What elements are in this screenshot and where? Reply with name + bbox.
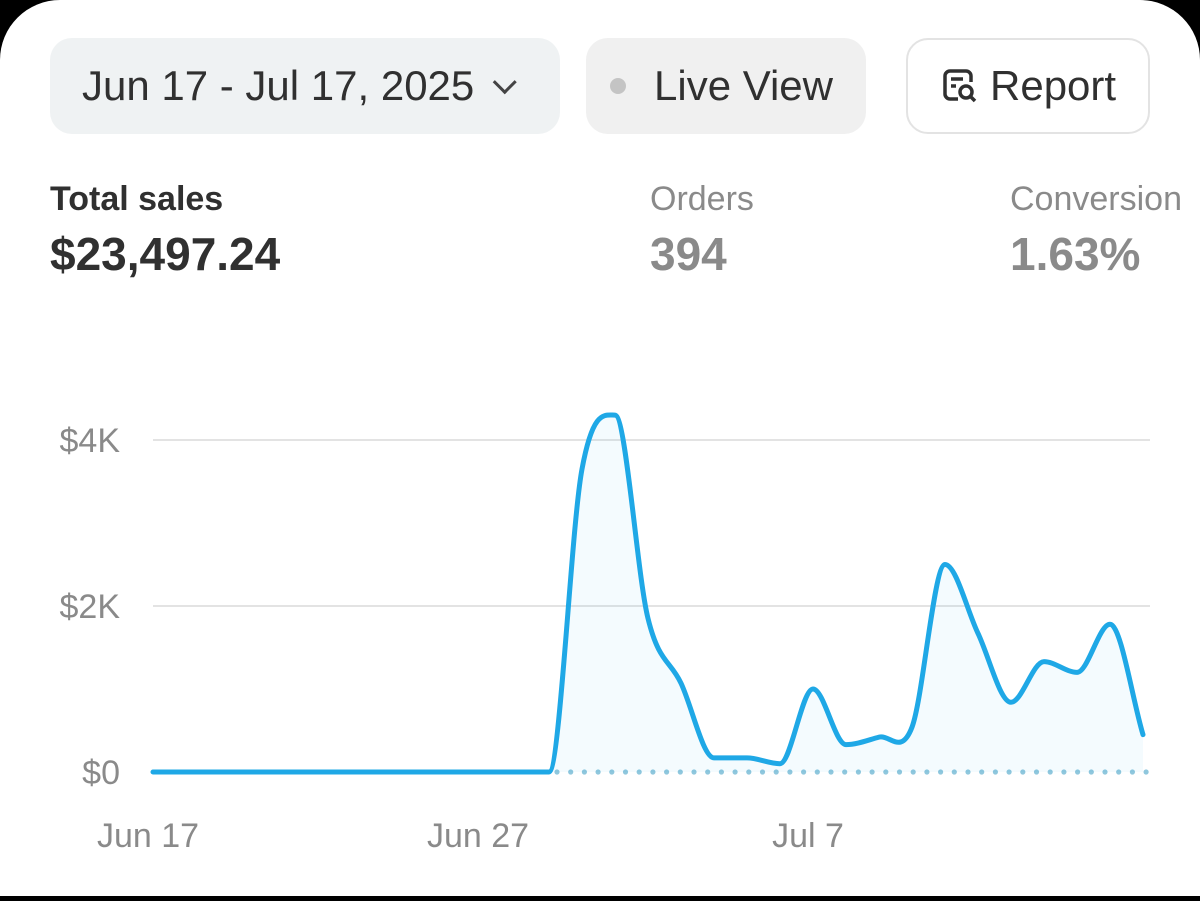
comparison-point — [1116, 769, 1122, 775]
comparison-point — [1143, 769, 1149, 775]
metric-value: $23,497.24 — [50, 228, 281, 280]
comparison-point — [691, 769, 697, 775]
comparison-point — [705, 769, 711, 775]
comparison-point — [965, 769, 971, 775]
metric-total-sales[interactable]: Total sales $23,497.24 — [50, 180, 280, 281]
comparison-point — [554, 769, 560, 775]
comparison-point — [1047, 769, 1053, 775]
comparison-point — [1102, 769, 1108, 775]
sales-line-chart: $0 $2K $4K Jun 17 Jun 27 Jul 7 — [60, 412, 1150, 855]
comparison-point — [801, 769, 807, 775]
metric-value: 394 — [650, 228, 727, 280]
metric-label: Conversion — [1010, 180, 1182, 218]
comparison-point — [1075, 769, 1081, 775]
comparison-point — [951, 769, 957, 775]
live-view-label: Live View — [654, 62, 833, 109]
y-tick-label: $2K — [60, 588, 121, 626]
comparison-point — [1088, 769, 1094, 775]
metric-label: Orders — [650, 180, 754, 218]
comparison-point — [1020, 769, 1026, 775]
report-button[interactable]: Report — [906, 38, 1150, 134]
y-tick-label: $4K — [60, 422, 121, 460]
metric-conversion[interactable]: Conversion 1.63% — [1010, 180, 1182, 281]
series-area — [153, 414, 1143, 772]
comparison-point — [581, 769, 588, 775]
comparison-point — [1061, 769, 1067, 775]
comparison-point — [650, 769, 656, 775]
comparison-point — [568, 769, 574, 775]
comparison-point — [992, 769, 999, 775]
x-tick-label: Jun 17 — [97, 817, 199, 855]
date-range-picker[interactable]: Jun 17 - Jul 17, 2025 — [50, 38, 560, 134]
chevron-down-icon — [493, 69, 518, 94]
metric-value: 1.63% — [1010, 228, 1141, 280]
comparison-point — [924, 769, 930, 775]
x-tick-label: Jun 27 — [427, 817, 529, 855]
y-tick-label: $0 — [82, 754, 120, 792]
comparison-point — [814, 769, 820, 775]
comparison-point — [1033, 769, 1040, 775]
comparison-point — [910, 769, 916, 775]
metric-orders[interactable]: Orders 394 — [650, 180, 754, 281]
comparison-point — [869, 769, 875, 775]
comparison-point — [718, 769, 725, 775]
metric-label: Total sales — [50, 180, 224, 218]
comparison-point — [677, 769, 683, 775]
comparison-point — [938, 769, 944, 775]
status-dot-icon — [610, 78, 626, 94]
report-search-icon — [943, 69, 977, 103]
comparison-point — [773, 769, 779, 775]
comparison-point — [595, 769, 601, 775]
sales-series-line — [150, 412, 1146, 775]
comparison-point — [622, 769, 629, 775]
comparison-point — [636, 769, 642, 775]
live-view-button[interactable]: Live View — [586, 38, 866, 134]
comparison-point — [759, 769, 766, 775]
comparison-point — [746, 769, 752, 775]
comparison-point — [896, 769, 903, 775]
comparison-point — [1006, 769, 1012, 775]
comparison-point — [732, 769, 738, 775]
comparison-point — [855, 769, 862, 775]
comparison-point — [828, 769, 834, 775]
comparison-point — [609, 769, 615, 775]
x-tick-label: Jul 7 — [772, 817, 844, 855]
comparison-point — [787, 769, 793, 775]
report-label: Report — [990, 62, 1117, 109]
comparison-point — [1129, 769, 1135, 775]
comparison-point — [883, 769, 889, 775]
comparison-point — [842, 769, 848, 775]
comparison-point — [979, 769, 985, 775]
date-range-label: Jun 17 - Jul 17, 2025 — [82, 62, 475, 109]
comparison-point — [664, 769, 670, 775]
